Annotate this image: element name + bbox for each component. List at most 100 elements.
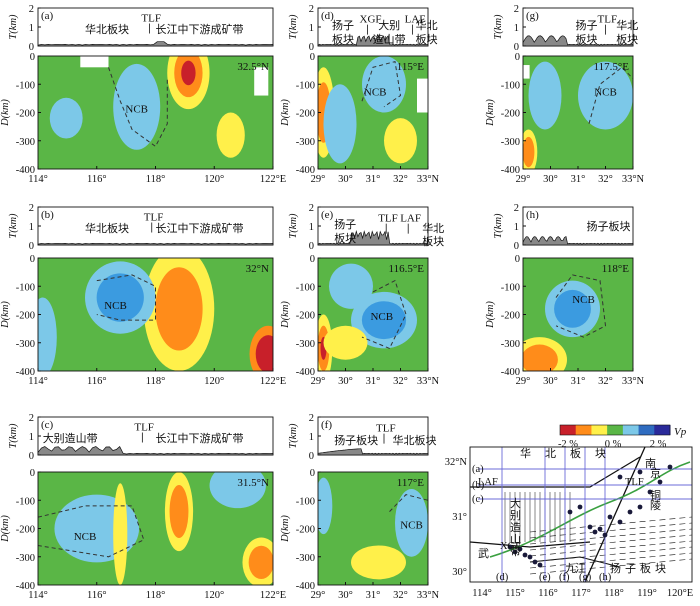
topo-ytick-label: 2 bbox=[309, 413, 314, 424]
topo-label: 板块 bbox=[576, 32, 598, 46]
topo-profile bbox=[37, 446, 274, 456]
depth-ytick-label: -200 bbox=[16, 109, 35, 120]
depth-ylabel: D(km) bbox=[280, 515, 291, 543]
topo-label: 扬子板块 bbox=[587, 219, 631, 233]
topo-profile bbox=[522, 35, 634, 47]
depth-ytick-label: -400 bbox=[501, 367, 520, 378]
event-dot bbox=[617, 474, 623, 480]
velocity-anomaly bbox=[395, 488, 428, 557]
panel-tag: (c) bbox=[41, 419, 54, 431]
topo-label: 华北板块 bbox=[85, 221, 129, 235]
xtick-label: 29° bbox=[516, 376, 531, 387]
topo-ytick-label: 2 bbox=[514, 4, 519, 15]
yangtze-hatch bbox=[529, 546, 693, 563]
topo-label: LAF bbox=[400, 213, 421, 225]
topo-label: 华北板块 bbox=[85, 22, 129, 36]
map-label: 大 bbox=[510, 496, 521, 510]
depth-ytick-label: -100 bbox=[296, 282, 315, 293]
yangtze-hatch bbox=[529, 558, 693, 575]
velocity-anomaly bbox=[351, 545, 406, 580]
ncb-label: NCB bbox=[364, 87, 387, 99]
topo-label: TLF bbox=[134, 422, 154, 434]
location-map: (a)(b)(c)(d) (e) (f) (g) (h)华北板块LAF大别造山带武XGF… bbox=[445, 446, 693, 599]
topo-label: LAF bbox=[405, 14, 426, 26]
profile-tag: (h) bbox=[599, 572, 612, 583]
depth-ytick-label: -100 bbox=[16, 282, 35, 293]
topo-ylabel: T(km) bbox=[8, 14, 19, 40]
velocity-map bbox=[523, 56, 633, 169]
ncb-label: NCB bbox=[104, 300, 127, 312]
depth-ylabel: D(km) bbox=[280, 301, 291, 329]
profile-tag: (a) bbox=[472, 464, 484, 475]
map-label: 块 bbox=[655, 562, 666, 575]
ncb-boundary bbox=[108, 67, 168, 148]
topo-ytick-label: 1 bbox=[29, 222, 34, 233]
xtick-label: 30° bbox=[543, 376, 558, 387]
event-dot bbox=[512, 549, 518, 555]
depth-ytick-label: -100 bbox=[501, 282, 520, 293]
depth-ytick-label: 0 bbox=[30, 468, 35, 479]
no-data-mask bbox=[417, 78, 428, 113]
depth-ytick-label: -400 bbox=[296, 581, 315, 592]
depth-ytick-label: -300 bbox=[501, 137, 520, 148]
map-lat-tick: 32°N bbox=[445, 457, 468, 468]
profile-tag: (e) bbox=[539, 572, 551, 583]
depth-ytick-label: -400 bbox=[16, 581, 35, 592]
yangtze-hatch bbox=[529, 528, 693, 545]
map-label: XGF bbox=[500, 541, 521, 552]
xtick-label: 120° bbox=[204, 174, 224, 185]
xtick-label: 116° bbox=[87, 376, 107, 387]
event-dot bbox=[607, 514, 613, 520]
topo-ytick-label: 1 bbox=[309, 432, 314, 443]
event-dot bbox=[602, 532, 608, 538]
panel-h: 2 1 0 T(km) (h) 扬子板块 NCB 118°E 0 -100 -200 -300 -400… bbox=[485, 203, 645, 387]
map-lon-tick: 114° bbox=[472, 588, 492, 599]
panel-tag: (b) bbox=[41, 209, 54, 221]
xtick-label: 32° bbox=[393, 376, 408, 387]
topo-ytick-label: 0 bbox=[309, 451, 314, 462]
map-label: 华 bbox=[520, 446, 531, 460]
event-dot bbox=[567, 509, 573, 515]
ncb-label: NCB bbox=[125, 104, 148, 116]
colorbar-tick: 2 % bbox=[650, 439, 667, 450]
xtick-label: 29° bbox=[311, 174, 326, 185]
map-label: 江 bbox=[575, 562, 586, 575]
xtick-label: 30° bbox=[338, 376, 353, 387]
topo-ytick-label: 1 bbox=[309, 23, 314, 34]
depth-ytick-label: -200 bbox=[16, 525, 35, 536]
ncb-boundary bbox=[555, 274, 607, 338]
topo-ytick-label: 2 bbox=[29, 4, 34, 15]
map-label: 带 bbox=[510, 545, 521, 558]
topo-label: 扬子板块 bbox=[334, 433, 378, 447]
topo-profile bbox=[37, 242, 274, 246]
no-data-mask bbox=[523, 65, 530, 79]
map-label: 块 bbox=[595, 447, 606, 460]
velocity-anomaly bbox=[248, 545, 273, 580]
southern-fault bbox=[529, 556, 621, 568]
xtick-label: 29° bbox=[311, 590, 326, 601]
depth-ytick-label: -100 bbox=[16, 496, 35, 507]
velocity-anomaly bbox=[323, 325, 368, 360]
depth-ytick-label: 0 bbox=[30, 52, 35, 63]
depth-ylabel: D(km) bbox=[485, 301, 496, 329]
ncb-boundary bbox=[96, 274, 156, 321]
topo-profile bbox=[317, 229, 429, 246]
depth-ylabel: D(km) bbox=[0, 99, 11, 127]
topo-label: 板块 bbox=[416, 32, 438, 46]
xtick-label: 33°N bbox=[622, 376, 645, 387]
depth-ytick-label: -200 bbox=[501, 311, 520, 322]
depth-ytick-label: -200 bbox=[16, 311, 35, 322]
depth-ylabel: D(km) bbox=[0, 515, 11, 543]
panel-tag: (a) bbox=[41, 10, 54, 22]
topo-ytick-label: 0 bbox=[29, 451, 34, 462]
section-location: 32°N bbox=[246, 263, 269, 275]
topo-label: 大别 bbox=[378, 18, 400, 32]
event-dot bbox=[577, 504, 583, 510]
xtick-label: 120° bbox=[204, 590, 224, 601]
xtick-label: 114° bbox=[28, 376, 48, 387]
